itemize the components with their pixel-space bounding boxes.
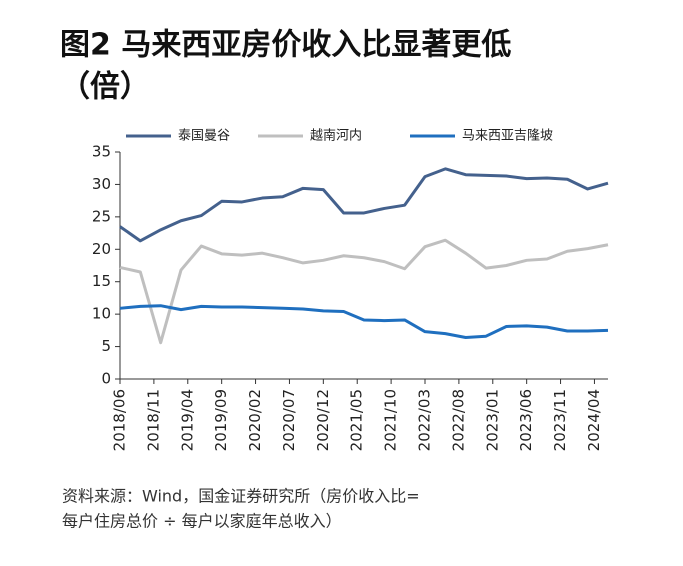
x-tick-label: 2018/11	[144, 389, 162, 451]
x-tick-label: 2019/09	[212, 389, 230, 451]
x-tick-label: 2023/06	[517, 389, 535, 451]
x-tick-label: 2020/12	[314, 389, 332, 451]
series-line	[119, 304, 609, 339]
y-tick-label: 35	[92, 143, 111, 161]
source: 资料来源：Wind，国金证券研究所（房价收入比=	[62, 487, 420, 506]
x-tick-label: 2023/01	[483, 389, 501, 451]
x-tick-label: 2023/11	[551, 389, 569, 451]
legend-label: 马来西亚吉隆坡	[462, 129, 553, 144]
x-tick-label: 2021/05	[348, 389, 366, 451]
y-tick-label: 5	[101, 337, 111, 355]
x-tick-label: 2020/07	[280, 389, 298, 451]
legend-label: 越南河内	[310, 128, 362, 144]
y-tick-label: 30	[92, 175, 111, 193]
y-tick-label: 0	[101, 370, 111, 388]
y-tick-label: 10	[92, 305, 111, 323]
x-tick-label: 2019/04	[178, 389, 196, 451]
x-tick-label: 2022/08	[449, 389, 467, 451]
x-tick-label: 2020/02	[246, 389, 264, 451]
source: 每户住房总价 ÷ 每户以家庭年总收入）	[62, 512, 342, 531]
y-tick-label: 15	[92, 272, 111, 290]
x-tick-label: 2021/10	[382, 389, 400, 451]
legend-label: 泰国曼谷	[178, 129, 230, 144]
series-line	[119, 167, 609, 243]
x-tick-label: 2018/06	[111, 389, 129, 451]
x-tick-label: 2024/04	[585, 389, 603, 451]
chart-title: 图2 马来西亚房价收入比显著更低	[60, 28, 511, 63]
y-tick-label: 25	[92, 207, 111, 225]
x-tick-label: 2022/03	[416, 389, 434, 451]
series-line	[119, 238, 609, 345]
y-tick-label: 20	[92, 240, 111, 258]
chart-subtitle: （倍）	[60, 70, 150, 105]
